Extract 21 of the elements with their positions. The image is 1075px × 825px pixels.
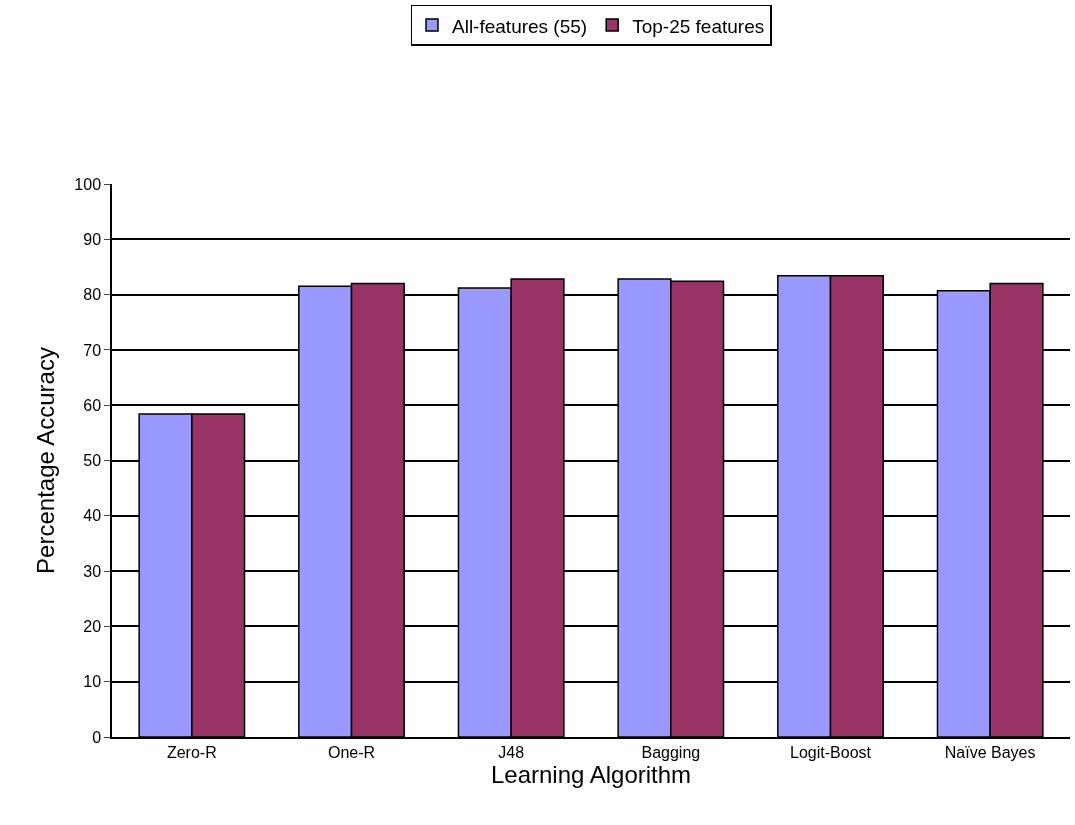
x-axis-title: Learning Algorithm: [490, 760, 692, 788]
y-tick-label: 50: [83, 452, 102, 470]
y-tick-label: 90: [83, 230, 102, 248]
y-tick-label: 80: [83, 286, 102, 304]
x-tick-label: Naïve Bayes: [944, 743, 1036, 761]
y-tick-label: 60: [83, 396, 102, 414]
y-tick-label: 30: [83, 562, 102, 580]
legend-label: All-features (55): [452, 15, 588, 37]
legend-label: Top-25 features: [632, 15, 765, 37]
x-tick-label: Logit-Boost: [790, 743, 872, 761]
y-tick-label: 100: [74, 175, 102, 193]
y-tick-label: 20: [83, 618, 102, 635]
y-tick-label: 70: [83, 341, 102, 359]
y-tick-label: 40: [83, 507, 102, 525]
x-tick-label: J48: [498, 743, 525, 761]
y-tick-label: 0: [92, 728, 102, 746]
x-tick-label: One-R: [327, 743, 376, 761]
x-tick-label: Zero-R: [166, 743, 217, 761]
y-tick-label: 10: [83, 673, 102, 691]
x-tick-label: Bagging: [641, 743, 701, 761]
y-axis-title: Percentage Accuracy: [31, 347, 59, 574]
